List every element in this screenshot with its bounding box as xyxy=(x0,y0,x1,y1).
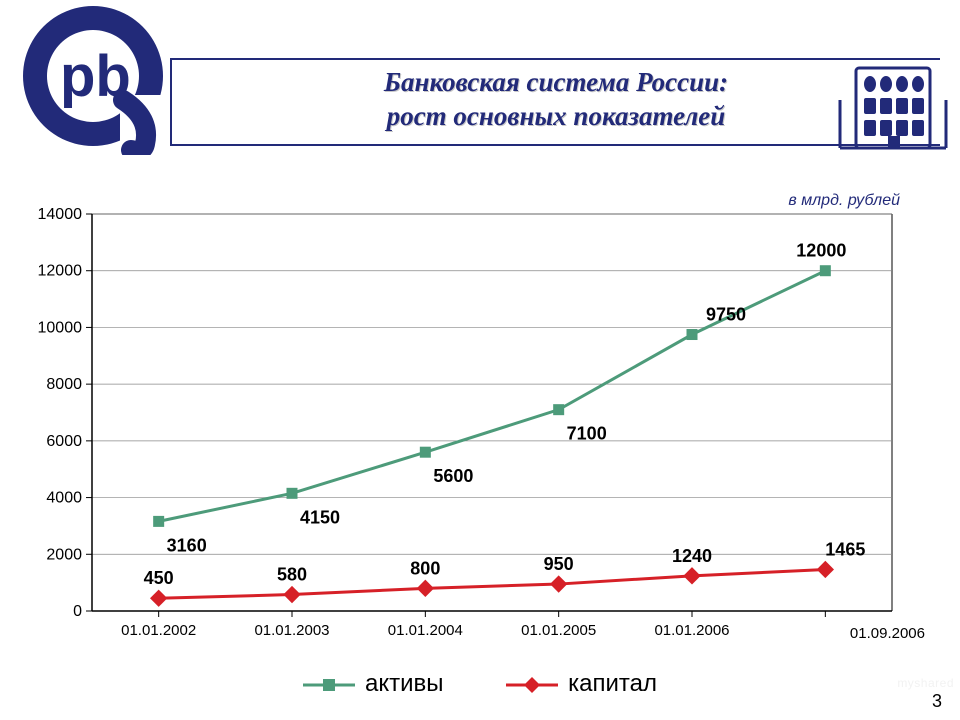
svg-text:10000: 10000 xyxy=(38,319,83,336)
svg-text:14000: 14000 xyxy=(38,206,83,223)
svg-text:01.01.2003: 01.01.2003 xyxy=(254,622,329,639)
svg-text:01.01.2006: 01.01.2006 xyxy=(654,622,729,639)
svg-text:1240: 1240 xyxy=(672,546,712,566)
header: Банковская система России: рост основных… xyxy=(170,58,940,146)
title-line-1: Банковская система России: xyxy=(384,67,728,97)
date-note: 01.09.2006 xyxy=(850,625,925,642)
svg-text:4150: 4150 xyxy=(300,507,340,527)
title-line-2: рост основных показателей xyxy=(387,101,726,131)
svg-text:3160: 3160 xyxy=(167,535,207,555)
svg-text:450: 450 xyxy=(144,568,174,588)
watermark: myshared xyxy=(897,676,954,690)
brand-logo: pb xyxy=(5,0,180,160)
svg-text:01.01.2005: 01.01.2005 xyxy=(521,622,596,639)
svg-text:950: 950 xyxy=(544,554,574,574)
line-chart: 0 2000 4000 6000 8000 10000 12000 14000 01.01.20… xyxy=(30,206,900,651)
legend-label-1: активы xyxy=(365,670,444,697)
svg-text:9750: 9750 xyxy=(706,305,746,325)
legend-label-2: капитал xyxy=(568,670,657,697)
svg-text:4000: 4000 xyxy=(46,490,82,507)
legend-item-capital: капитал xyxy=(506,670,657,698)
legend: активы капитал xyxy=(0,670,960,698)
svg-text:12000: 12000 xyxy=(38,263,83,280)
svg-text:2000: 2000 xyxy=(46,546,82,563)
page-number: 3 xyxy=(932,691,942,712)
svg-text:01.01.2004: 01.01.2004 xyxy=(388,622,463,639)
svg-text:01.01.2002: 01.01.2002 xyxy=(121,622,196,639)
svg-text:12000: 12000 xyxy=(796,241,846,261)
legend-item-assets: активы xyxy=(303,670,444,698)
page-title: Банковская система России: рост основных… xyxy=(176,66,936,134)
svg-text:5600: 5600 xyxy=(433,466,473,486)
svg-text:8000: 8000 xyxy=(46,376,82,393)
svg-text:0: 0 xyxy=(73,603,82,620)
svg-text:800: 800 xyxy=(410,558,440,578)
svg-text:6000: 6000 xyxy=(46,433,82,450)
svg-text:1465: 1465 xyxy=(825,539,865,559)
svg-text:580: 580 xyxy=(277,565,307,585)
svg-text:pb: pb xyxy=(60,44,131,109)
svg-text:7100: 7100 xyxy=(567,424,607,444)
